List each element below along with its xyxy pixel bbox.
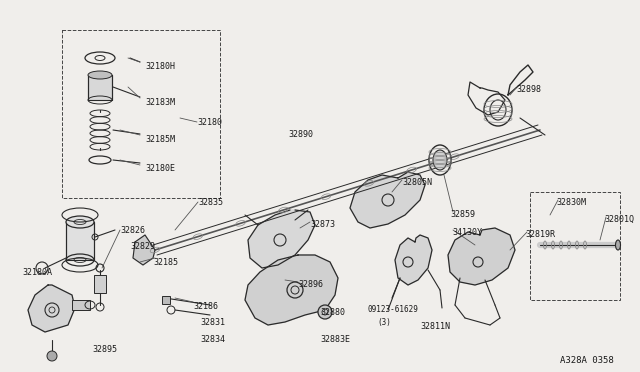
Text: 32805N: 32805N <box>402 178 432 187</box>
Text: 32180H: 32180H <box>145 62 175 71</box>
Text: 32811N: 32811N <box>420 322 450 331</box>
Text: 32835: 32835 <box>198 198 223 207</box>
Text: 32883E: 32883E <box>320 335 350 344</box>
Bar <box>162 296 170 304</box>
Text: 32829: 32829 <box>130 242 155 251</box>
Bar <box>72 300 90 310</box>
Text: 32826: 32826 <box>120 226 145 235</box>
Bar <box>88 75 112 100</box>
Polygon shape <box>133 235 155 265</box>
Text: 32185M: 32185M <box>145 135 175 144</box>
Polygon shape <box>448 228 515 285</box>
Ellipse shape <box>88 71 112 79</box>
Polygon shape <box>245 255 338 325</box>
Polygon shape <box>395 235 432 285</box>
Text: 34130Y: 34130Y <box>452 228 482 237</box>
Polygon shape <box>350 172 425 228</box>
Text: 32895: 32895 <box>92 345 117 354</box>
Ellipse shape <box>616 240 621 250</box>
Bar <box>62 30 220 198</box>
Text: 32183M: 32183M <box>145 98 175 107</box>
Text: 09123-61629: 09123-61629 <box>367 305 418 314</box>
Bar <box>94 275 106 293</box>
Text: 32834: 32834 <box>200 335 225 344</box>
Text: 32186: 32186 <box>193 302 218 311</box>
Ellipse shape <box>66 216 94 228</box>
Ellipse shape <box>433 150 447 170</box>
Text: 32890: 32890 <box>288 130 313 139</box>
Text: 32873: 32873 <box>310 220 335 229</box>
Polygon shape <box>248 210 315 268</box>
Polygon shape <box>28 285 75 332</box>
Text: A328A 0358: A328A 0358 <box>560 356 614 365</box>
Text: 32180: 32180 <box>197 118 222 127</box>
Text: 32896: 32896 <box>298 280 323 289</box>
Text: 32819R: 32819R <box>525 230 555 239</box>
Text: (3): (3) <box>377 318 391 327</box>
Text: 32180A: 32180A <box>22 268 52 277</box>
Bar <box>530 192 620 300</box>
Text: 32859: 32859 <box>450 210 475 219</box>
Bar <box>66 222 94 260</box>
Text: 32830M: 32830M <box>556 198 586 207</box>
Text: 32185: 32185 <box>153 258 178 267</box>
Text: 32801Q: 32801Q <box>604 215 634 224</box>
Text: 32831: 32831 <box>200 318 225 327</box>
Text: 32180E: 32180E <box>145 164 175 173</box>
Circle shape <box>318 305 332 319</box>
Text: 32898: 32898 <box>516 85 541 94</box>
Text: 32880: 32880 <box>320 308 345 317</box>
Circle shape <box>47 351 57 361</box>
